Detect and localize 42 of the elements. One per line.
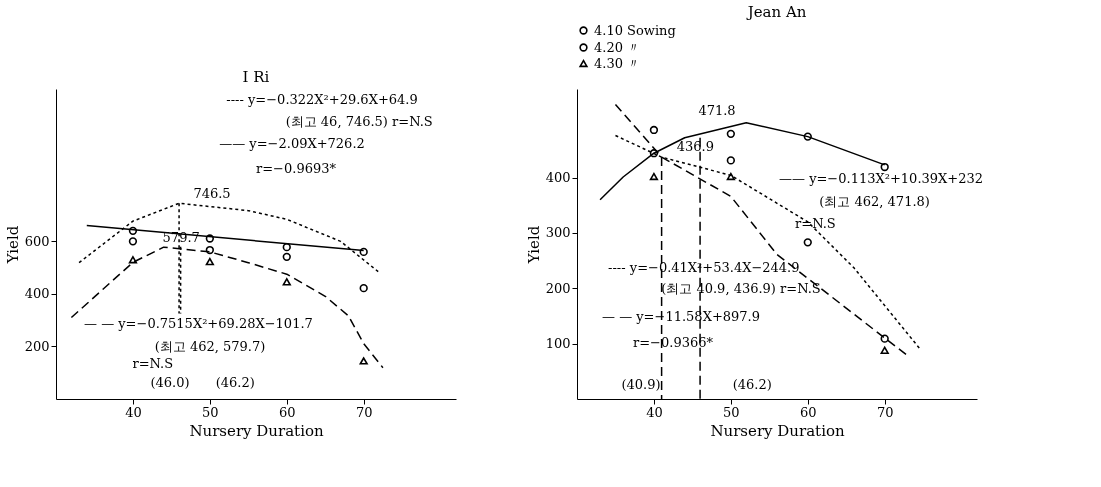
annotation: ---- y=−0.322X²+29.6X+64.9	[226, 92, 418, 108]
y-tick-label: 100	[545, 336, 571, 352]
x-tick-label: 40	[125, 404, 142, 420]
annotation: (최고 462, 579.7)	[154, 338, 266, 354]
x-tick-label: 50	[723, 404, 740, 420]
annotation: 436.9	[676, 139, 715, 155]
annotation: (46.2)	[732, 377, 772, 393]
chart-title: I Ri	[242, 68, 270, 86]
y-axis-title: Yield	[524, 225, 543, 265]
annotation: (최고 46, 746.5) r=N.S	[285, 113, 433, 129]
x-tick-label: 60	[800, 404, 817, 420]
legend-label: 4.30 〃	[594, 55, 641, 71]
annotation: (최고 40.9, 436.9) r=N.S	[661, 280, 821, 296]
annotation: r=N.S	[795, 215, 836, 231]
y-tick-label: 200	[545, 280, 571, 296]
annotation: —— y=−0.113X²+10.39X+232	[778, 170, 984, 186]
x-tick-label: 60	[279, 404, 296, 420]
chart-title: Jean An	[745, 3, 807, 21]
y-axis-title: Yield	[3, 225, 22, 265]
legend-label: 4.10 Sowing	[594, 22, 676, 38]
y-tick-label: 200	[24, 338, 50, 354]
annotation: (46.0)	[150, 375, 190, 391]
annotation: r=N.S	[132, 355, 174, 371]
legend-label: 4.20 〃	[594, 39, 641, 55]
annotation: 746.5	[193, 186, 231, 202]
x-tick-label: 40	[646, 404, 663, 420]
x-tick-label: 70	[355, 404, 373, 420]
annotation: (46.2)	[215, 375, 255, 391]
y-tick-label: 600	[24, 233, 50, 249]
annotation: (최고 462, 471.8)	[819, 193, 930, 209]
y-tick-label: 400	[24, 286, 50, 302]
x-tick-label: 70	[876, 404, 894, 420]
x-axis-title: Nursery Duration	[710, 421, 845, 440]
y-tick-label: 400	[545, 170, 571, 186]
annotation: 471.8	[698, 103, 736, 119]
y-tick-label: 300	[545, 225, 571, 241]
annotation: (40.9)	[621, 377, 661, 393]
annotation: — — y=−0.7515X²+69.28X−101.7	[83, 316, 313, 332]
x-axis-title: Nursery Duration	[189, 421, 324, 440]
x-tick-label: 50	[202, 404, 219, 420]
annotation: —— y=−2.09X+726.2	[219, 135, 365, 151]
annotation: r=−0.9693*	[256, 160, 337, 176]
